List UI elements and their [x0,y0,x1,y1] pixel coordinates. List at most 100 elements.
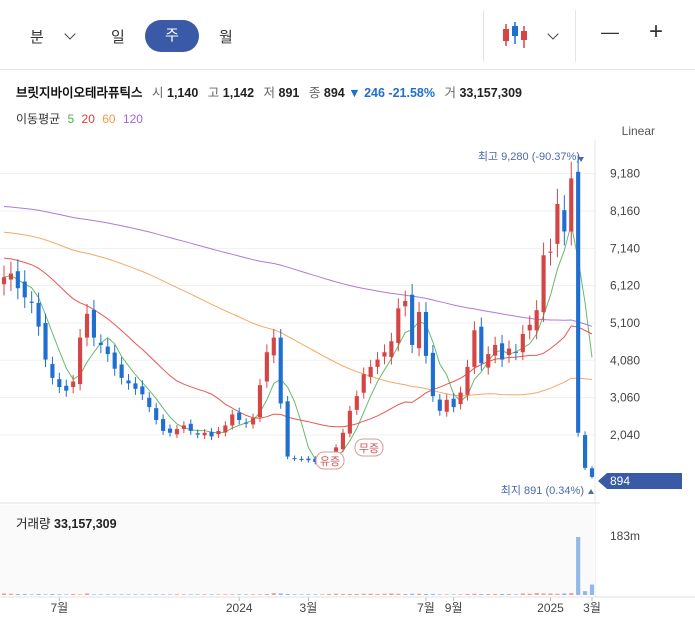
ma-20: 20 [81,112,95,126]
volume-bar [181,594,186,595]
minute-tab[interactable]: 분 [30,29,44,46]
volume-bar [576,537,581,595]
x-tick-label: 3월 [300,601,318,615]
candle-body [57,379,62,388]
ma-line-60 [3,231,593,397]
candle-body [499,343,505,360]
volume-bar [8,593,13,595]
candle-body [29,301,34,303]
candle-body [133,383,138,389]
candles [1,154,595,479]
volume-bar [313,594,318,595]
x-tick-label: 3월 [583,601,601,615]
candle-body [430,352,435,397]
candle-body [583,435,588,468]
candle-body [354,396,359,410]
candle-body [368,366,373,377]
low-value: 891 [278,86,300,100]
volume-bar [569,593,574,595]
candle-body [167,428,173,433]
y-axis-ticks: 2,040 3,060 4,080 5,100 6,120 7,140 8,160 9,180 [610,167,640,442]
candle-body [479,326,484,364]
volume-bar [244,594,249,595]
candle-body [71,381,76,388]
month-tab[interactable]: 월 [219,29,233,46]
scale-mode-toggle[interactable]: Linear [621,124,655,138]
candle-body [340,432,346,450]
volume-bar [278,593,283,595]
moving-average-legend[interactable]: 이동평균 5 20 60 120 [16,110,143,127]
candle-body [105,346,110,355]
y-tick-label: 7,140 [610,241,640,255]
week-tab[interactable]: 주 [145,20,199,52]
volume-bar [237,594,242,595]
volume-bar [250,594,256,595]
event-marker-rights: 유증 [315,451,345,470]
toolbar-divider [483,10,484,62]
volume-bar [562,593,567,595]
close-label: 종 [308,86,321,100]
volume-bar [133,594,138,595]
volume-bar [403,594,408,595]
volume-bar [50,594,55,595]
stock-name: 브릿지바이오테라퓨틱스 [16,86,143,100]
volume-bar [389,593,394,595]
volume-bar [430,594,435,595]
volume-bar [216,594,221,595]
volume-value: 33,157,309 [459,86,523,100]
volume-bar [382,593,387,595]
volume-bar [437,594,442,595]
volume-bar [299,594,304,595]
volume-bar [444,594,449,595]
close-value: 894 [323,86,345,100]
candle-body [64,385,69,391]
candle-body [257,385,263,418]
day-tab[interactable]: 일 [111,29,125,46]
volume-bar [119,594,124,595]
zoom-out-button[interactable]: — [601,22,619,42]
volume-bar [333,593,339,595]
candle-body [292,458,297,460]
volume-bar [264,594,269,595]
candle-body [486,354,491,368]
volume-bar [140,594,145,595]
volume-bar [84,593,90,595]
candle-body [264,352,269,382]
candle-body [119,364,124,378]
candle-body [250,418,256,425]
volume-bar [271,593,276,595]
candlestick-icon[interactable] [500,20,530,50]
x-tick-label: 2024 [226,601,253,615]
low-annotation: 최지 891 (0.34%) [501,484,584,497]
volume-bar [202,594,207,595]
candle-body [403,301,408,307]
candle-body [36,302,41,327]
high-marker-icon [578,157,584,162]
volume-bar [195,594,200,595]
volume-bar [361,593,366,595]
volume-bar [71,594,76,595]
candle-body [506,348,512,356]
candle-body [188,423,193,431]
candle-body [437,399,442,411]
candle-body [396,308,401,343]
volume-bar [493,594,498,595]
volume-bar [154,594,159,595]
volume-title: 거래량 33,157,309 [16,513,117,532]
volume-bar [451,594,456,595]
volume-bar [223,594,228,595]
candle-body [333,447,339,454]
volume-bar [375,594,380,595]
open-label: 시 [152,86,164,100]
zoom-in-button[interactable]: + [649,18,664,45]
volume-bar [64,594,69,595]
candle-body [43,322,48,360]
candle-body [444,399,449,412]
candle-body [15,271,20,289]
candle-body [361,374,366,393]
volume-bar [472,593,477,595]
ma-line-20 [3,257,593,428]
volume-bar [589,584,595,595]
volume-panel-label: 거래량 [16,517,51,531]
